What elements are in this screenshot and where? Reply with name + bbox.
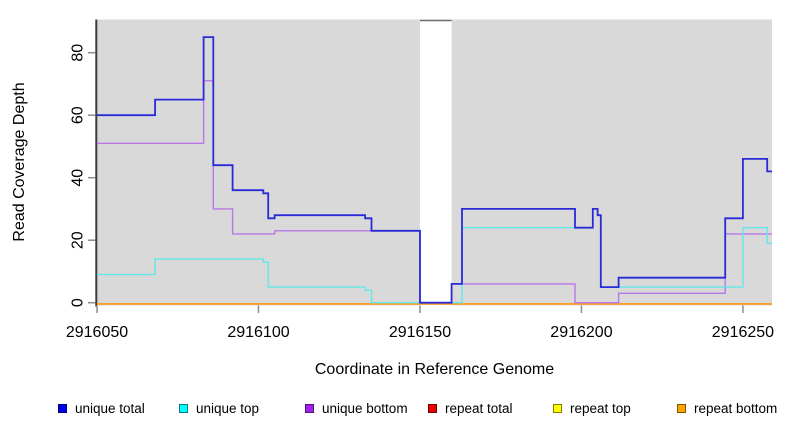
y-tick-label: 0: [70, 298, 87, 307]
y-tick-label: 80: [70, 44, 87, 62]
x-tick-label: 2916100: [227, 324, 289, 341]
x-axis-title: Coordinate in Reference Genome: [314, 361, 555, 378]
y-axis-title: Read Coverage Depth: [11, 82, 28, 242]
gap-band: [419, 20, 452, 306]
x-tick-label: 2916150: [389, 324, 451, 341]
y-tick-label: 60: [70, 106, 87, 124]
y-tick-label: 20: [70, 231, 87, 249]
x-tick-label: 2916200: [550, 324, 612, 341]
x-tick-label: 2916050: [66, 324, 128, 341]
series-unique_total-line: [97, 36, 772, 304]
x-tick-label: 2916250: [712, 324, 774, 341]
y-tick-label: 40: [70, 169, 87, 187]
